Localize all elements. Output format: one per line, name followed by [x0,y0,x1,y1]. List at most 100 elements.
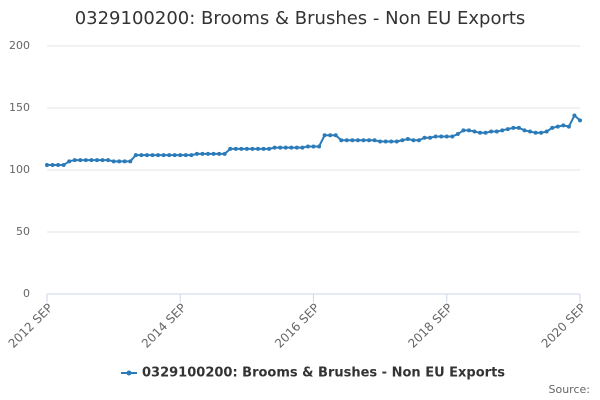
marker [350,138,355,143]
marker [239,146,244,151]
marker [100,158,105,163]
marker [211,151,216,156]
x-tick-label: 2016 SEP [272,301,322,351]
marker [250,146,255,151]
line [47,113,581,167]
marker [161,153,166,158]
marker [61,163,66,168]
marker [483,130,488,135]
marker [522,128,527,133]
marker [372,138,377,143]
marker [383,139,388,144]
marker [72,158,77,163]
marker [555,124,560,129]
marker [278,145,283,150]
marker [405,137,410,141]
marker [56,163,61,168]
x-tick-label: 2018 SEP [405,301,455,351]
marker [183,153,188,158]
marker [328,133,333,138]
marker [106,158,111,163]
marker [94,158,99,163]
legend-label: 0329100200: Brooms & Brushes - Non EU Ex… [142,366,505,381]
marker [494,129,499,134]
marker [322,133,327,138]
marker [439,134,444,139]
x-tick-label: 2020 SEP [539,301,589,351]
marker [566,124,571,129]
marker [339,138,344,143]
marker [283,145,288,150]
marker [189,153,194,158]
marker [539,130,544,135]
marker [572,113,577,118]
marker [461,128,466,133]
marker [455,132,460,137]
marker [561,123,566,128]
marker [122,159,127,164]
marker [444,134,449,139]
marker [317,144,322,149]
marker [167,153,172,158]
y-tick-label: 200 [9,39,30,52]
marker [544,129,549,134]
marker [294,145,299,150]
marker [578,118,582,123]
marker [289,145,294,150]
marker [133,153,138,158]
x-tick-label: 2012 SEP [6,301,56,351]
y-tick-label: 150 [9,101,30,114]
marker [45,163,49,168]
marker [172,153,177,158]
marker [67,159,72,164]
marker [433,134,438,139]
marker [428,135,433,140]
marker [300,145,305,150]
marker [78,158,83,163]
marker [478,130,483,135]
marker [144,153,149,158]
marker [416,138,421,143]
marker [194,151,199,156]
marker [200,151,205,156]
y-tick-label: 50 [16,225,30,238]
marker [550,125,555,130]
chart-title: 0329100200: Brooms & Brushes - Non EU Ex… [75,8,526,29]
marker [516,125,521,130]
marker [261,146,266,151]
marker [128,159,133,164]
source-label: Source: [549,383,591,396]
marker [511,125,516,130]
marker [233,146,238,151]
marker [117,159,122,164]
marker [344,138,349,143]
y-tick-label: 0 [23,287,30,300]
marker [333,133,338,138]
marker [150,153,155,158]
marker [528,129,533,134]
marker [422,135,427,140]
marker [222,151,227,156]
marker [394,139,399,144]
marker [411,138,416,143]
marker [83,158,88,163]
marker [533,130,538,135]
marker [367,138,372,143]
marker [206,151,211,156]
marker [267,146,272,151]
marker [472,129,477,134]
marker [255,146,260,151]
marker [244,146,249,151]
marker [111,159,116,164]
marker [272,145,277,150]
marker [139,153,144,158]
marker [505,127,510,132]
marker [361,138,366,143]
marker [355,138,360,143]
marker [156,153,161,158]
marker [450,134,455,139]
marker [217,151,222,156]
marker [178,153,183,158]
